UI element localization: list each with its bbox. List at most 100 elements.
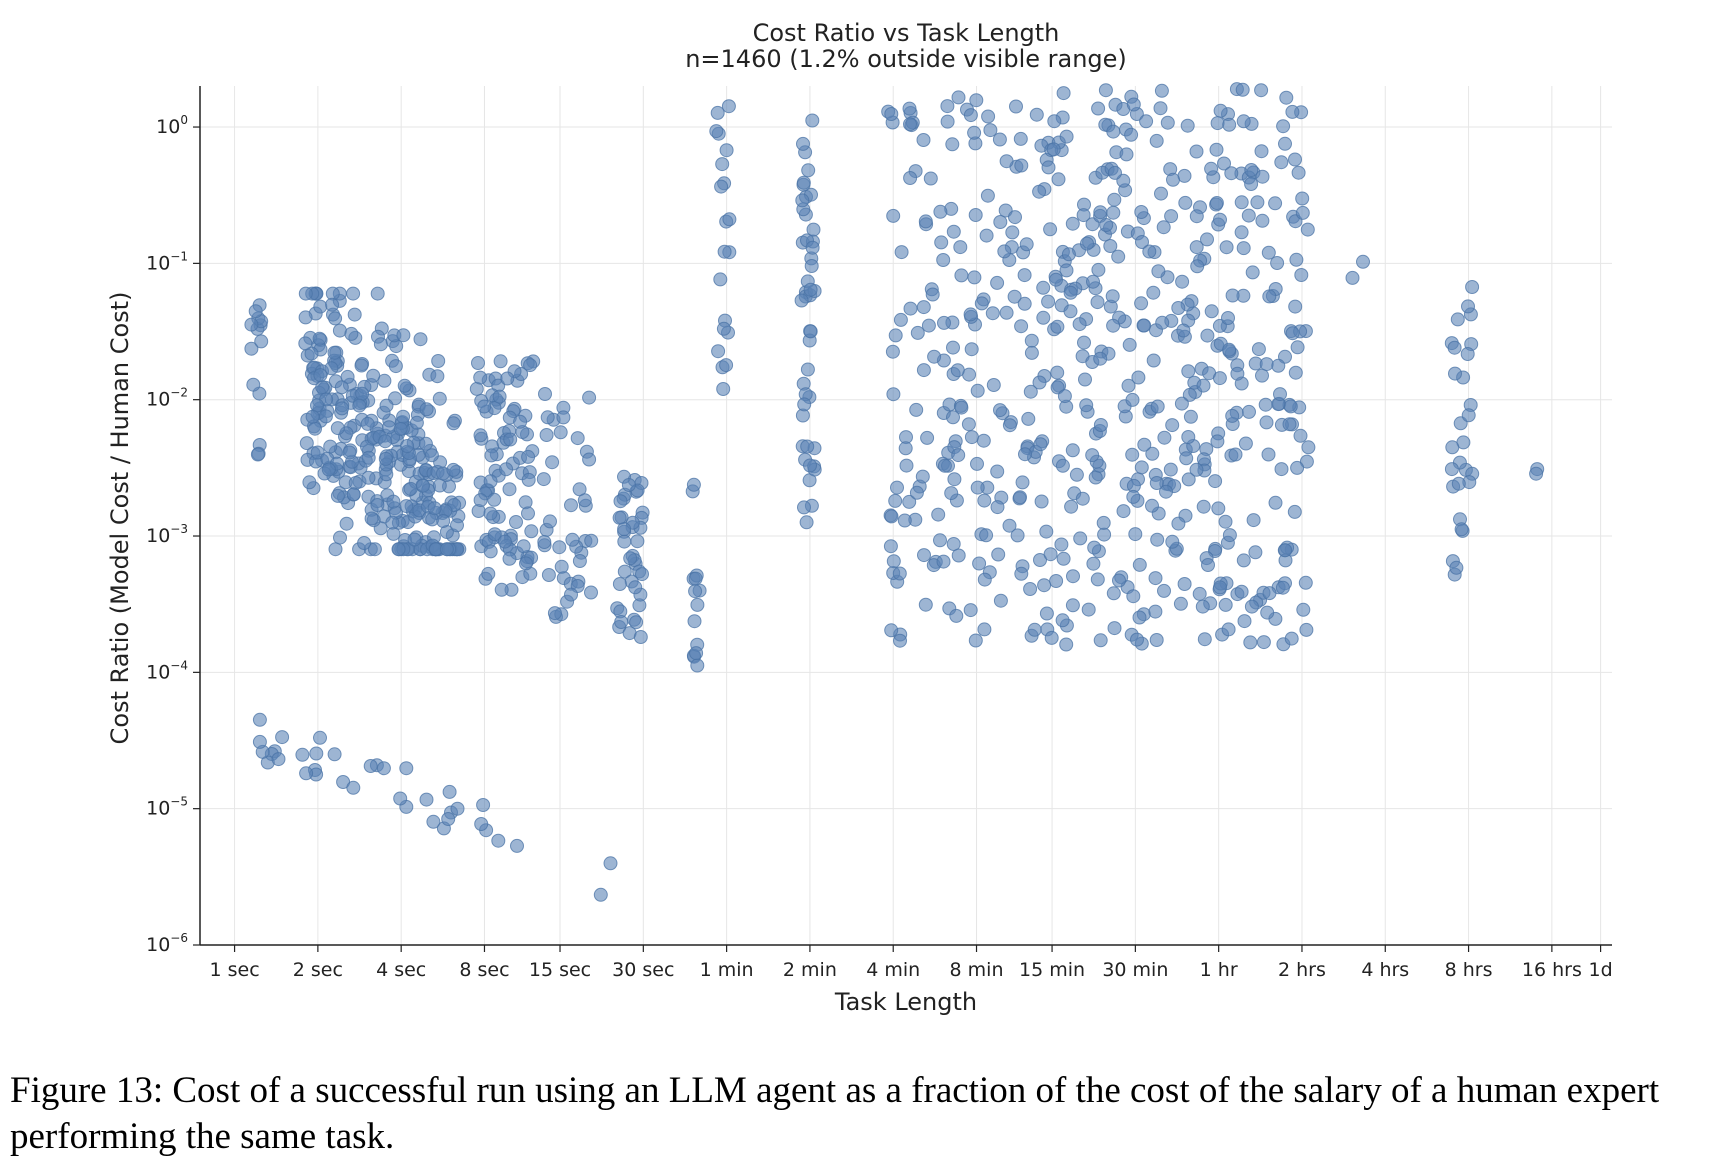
data-point (1213, 103, 1228, 118)
data-point (492, 389, 507, 404)
data-point (923, 171, 938, 186)
data-point (1126, 589, 1141, 604)
data-point (1134, 205, 1149, 219)
data-point (1059, 129, 1074, 144)
data-point (1033, 553, 1047, 567)
data-point (1179, 451, 1194, 466)
data-point (1245, 265, 1260, 280)
data-point (803, 324, 818, 339)
data-point (1271, 358, 1286, 373)
data-point (304, 346, 319, 361)
data-point (992, 132, 1007, 147)
data-point (1128, 527, 1143, 542)
data-point (1444, 462, 1459, 477)
data-point (717, 244, 732, 259)
data-point (1148, 571, 1163, 586)
data-point (986, 378, 1001, 392)
data-point (244, 341, 259, 356)
data-point (1180, 118, 1195, 133)
data-point (918, 214, 933, 229)
data-point (564, 587, 578, 602)
data-point (399, 499, 414, 514)
data-point (513, 414, 528, 429)
data-point (1236, 553, 1251, 568)
data-point (344, 326, 359, 341)
data-point (1046, 142, 1061, 157)
data-point (1125, 447, 1140, 462)
data-point (902, 494, 917, 509)
data-point (352, 398, 367, 413)
data-point (473, 493, 488, 508)
data-point (497, 534, 512, 549)
data-point (330, 488, 345, 503)
data-point (800, 362, 815, 377)
data-point (1299, 622, 1314, 637)
data-point (299, 766, 314, 781)
data-point (1014, 158, 1029, 173)
data-point (716, 382, 731, 396)
data-point (1295, 191, 1310, 206)
data-point (686, 477, 701, 492)
data-point (999, 305, 1014, 320)
data-point (1146, 285, 1161, 300)
data-point (413, 332, 428, 347)
data-point (1189, 144, 1204, 159)
data-point (1097, 527, 1112, 542)
data-point (439, 542, 454, 557)
data-point (721, 99, 736, 114)
data-point (446, 462, 461, 477)
data-point (1250, 195, 1265, 210)
data-point (1259, 357, 1274, 372)
data-point (373, 337, 388, 352)
data-point (1018, 447, 1032, 462)
y-tick-label: 10−1 (146, 249, 188, 274)
data-point (916, 300, 931, 315)
data-point (509, 515, 523, 529)
data-point (1171, 516, 1186, 531)
data-point (361, 450, 376, 465)
data-point (1241, 208, 1256, 223)
data-point (252, 734, 267, 749)
data-point (1228, 447, 1243, 462)
data-point (521, 506, 535, 521)
data-point (302, 475, 317, 490)
data-point (1276, 119, 1291, 134)
data-point (953, 240, 968, 255)
data-point (342, 445, 357, 460)
data-point (348, 476, 363, 490)
data-point (483, 506, 498, 521)
data-point (967, 270, 982, 285)
data-point (1066, 569, 1080, 584)
data-point (1204, 161, 1219, 176)
data-point (1065, 598, 1080, 613)
data-point (1183, 409, 1198, 424)
data-point (617, 564, 632, 579)
data-point (909, 485, 924, 500)
data-point (885, 344, 900, 359)
data-point (1208, 474, 1223, 489)
data-point (554, 559, 569, 574)
data-point (1461, 299, 1475, 314)
data-point (441, 812, 456, 826)
data-point (903, 171, 918, 185)
data-point (476, 798, 491, 812)
data-point (1037, 578, 1052, 593)
data-point (1090, 572, 1105, 587)
data-point (521, 472, 536, 487)
data-point (714, 179, 729, 194)
data-point (1039, 606, 1054, 621)
data-point (1061, 247, 1076, 262)
data-point (427, 501, 442, 516)
data-point (916, 363, 931, 378)
data-point (1222, 342, 1237, 357)
data-point (990, 275, 1005, 290)
data-point (1209, 142, 1224, 157)
data-point (1235, 82, 1250, 97)
data-point (690, 658, 705, 673)
data-point (593, 887, 608, 902)
data-point (354, 358, 369, 373)
data-point (1050, 319, 1065, 334)
data-point (1023, 582, 1038, 596)
data-point (603, 856, 618, 871)
data-point (1096, 515, 1111, 530)
